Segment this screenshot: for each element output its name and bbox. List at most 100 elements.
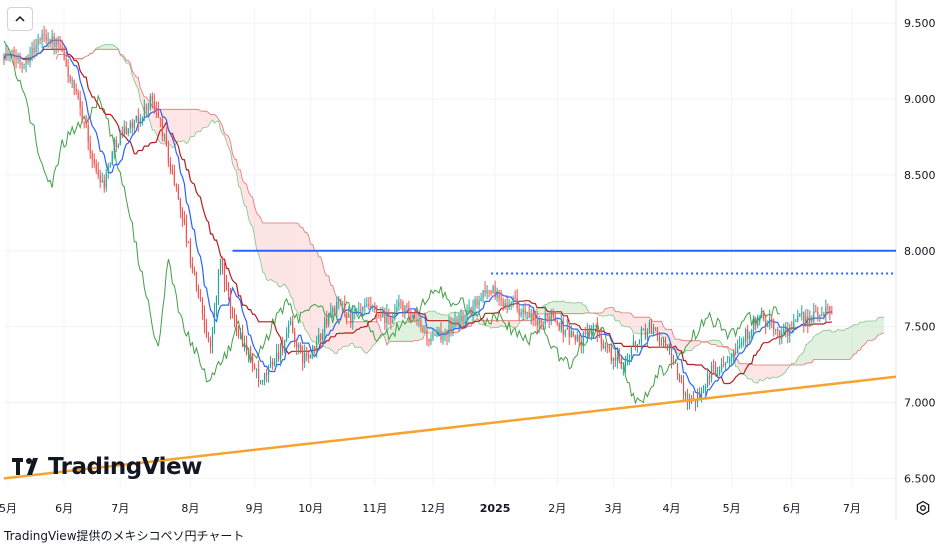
candle-body [378,314,380,316]
candle-body [767,325,769,327]
candle-body [694,401,697,403]
cloud-segment [376,321,379,342]
candle-body [360,310,362,312]
cloud-segment [256,212,259,254]
cloud-segment [811,336,814,363]
candle-body [219,259,222,272]
cloud-segment [729,348,732,356]
candle-body [498,292,500,299]
cloud-segment [362,321,365,353]
cloud-segment [262,223,265,274]
candle-body [458,320,460,325]
cloud-segment [400,321,403,342]
candle-body [267,366,270,375]
collapse-button[interactable] [7,7,33,31]
cloud-segment [404,322,407,342]
candle-body [737,346,739,354]
cloud-segment [585,305,588,313]
cloud-segment [549,302,552,314]
candle-body [488,290,490,292]
candle-body [492,286,494,294]
candle-body [628,355,631,357]
candle-body [269,361,272,367]
cloud-segment [759,365,762,381]
x-tick-label: 7月 [843,502,861,515]
cloud-segment [559,301,562,314]
candle-body [49,39,51,44]
cloud-segment [803,344,806,365]
candle-body [366,304,368,306]
cloud-segment [751,364,754,383]
candle-body [27,61,29,63]
cloud-segment [835,329,838,360]
candle-body [656,327,659,336]
candle-body [757,318,759,326]
candle-body [151,95,153,102]
candle-body [408,306,410,315]
cloud-segment [326,275,329,349]
cloud-segment [358,321,361,348]
cloud-segment [785,365,788,372]
candle-body [472,306,474,315]
candle-body [330,311,332,314]
tradingview-logo-icon [12,458,38,475]
candle-body [829,306,831,314]
cloud-segment [495,320,498,328]
candle-body [215,295,218,312]
candle-body [342,303,344,305]
cloud-segment [433,311,435,333]
candle-body [83,122,85,124]
cloud-segment [817,333,820,360]
cloud-segment [104,44,107,50]
candle-body [785,328,787,330]
cloud-segment [659,321,662,335]
candle-body [791,327,793,329]
candle-body [823,314,825,316]
candle-body [298,344,300,348]
candle-body [139,119,141,124]
candle-body [542,323,544,325]
candle-body [815,311,817,313]
cloud-segment [441,314,443,333]
candle-body [678,375,681,383]
cloud-segment [557,301,560,314]
trend-line [3,375,897,480]
candle-body [145,107,147,109]
cloud-segment [555,301,558,314]
candle-body [59,44,61,48]
candle-body [478,301,480,305]
candle-body [410,314,412,319]
candle-body [322,332,324,340]
cloud-segment [874,321,876,340]
x-axis[interactable]: 5月 6月 7月 8月 9月 10月 11月 12月 2025 2月 3月 4月 5月 6月 7月 [0,502,861,515]
candle-body [686,393,689,404]
cloud-segment [581,302,584,314]
candle-body [682,383,685,396]
candle-body [624,359,626,368]
candle-body [211,332,214,347]
cloud-segment [849,326,852,360]
candle-body [582,333,584,345]
cloud-segment [374,321,377,345]
candle-body [306,353,308,356]
candle-body [372,305,374,308]
candle-body [97,170,99,176]
cloud-segment [364,321,367,354]
x-tick-label: 4月 [662,502,680,515]
cloud-segment [543,304,546,314]
candle-body [263,372,266,380]
chart-settings-button[interactable] [914,499,932,517]
cloud-segment [561,300,564,314]
candle-body [514,297,516,299]
candle-body [93,159,95,164]
candle-body [462,316,464,323]
cloud-segment [473,315,476,322]
candle-body [540,318,542,324]
y-axis[interactable]: 9.500 9.000 8.500 8.000 7.500 7.000 6.500 [904,17,936,485]
chikou-span [3,40,780,405]
cloud-segment [627,312,630,328]
candle-body [227,285,230,296]
cloud-segment [268,223,271,281]
cloud-segment [266,223,269,281]
